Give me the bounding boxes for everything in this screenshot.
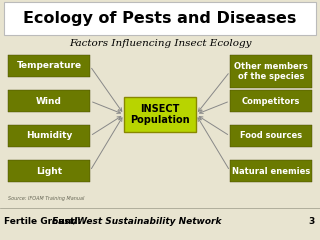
FancyBboxPatch shape — [230, 55, 312, 88]
FancyBboxPatch shape — [8, 55, 90, 77]
FancyBboxPatch shape — [230, 160, 312, 182]
Text: Ecology of Pests and Diseases: Ecology of Pests and Diseases — [23, 11, 297, 26]
Text: Food sources: Food sources — [240, 132, 302, 140]
Text: Other members
of the species: Other members of the species — [234, 62, 308, 81]
Text: Wind: Wind — [36, 96, 62, 106]
Text: INSECT
Population: INSECT Population — [130, 104, 190, 125]
Text: Factors Influencing Insect Ecology: Factors Influencing Insect Ecology — [69, 40, 251, 48]
FancyBboxPatch shape — [230, 90, 312, 112]
Text: 3: 3 — [309, 216, 315, 226]
FancyBboxPatch shape — [8, 125, 90, 147]
FancyBboxPatch shape — [8, 160, 90, 182]
Text: Humidity: Humidity — [26, 132, 72, 140]
FancyBboxPatch shape — [230, 125, 312, 147]
FancyBboxPatch shape — [8, 90, 90, 112]
Text: East/West Sustainability Network: East/West Sustainability Network — [52, 216, 221, 226]
Text: Light: Light — [36, 167, 62, 175]
Text: Source: IFOAM Training Manual: Source: IFOAM Training Manual — [8, 196, 84, 201]
Text: Temperature: Temperature — [16, 61, 82, 71]
Text: Competitors: Competitors — [242, 96, 300, 106]
FancyBboxPatch shape — [124, 97, 196, 132]
Text: Natural enemies: Natural enemies — [232, 167, 310, 175]
Text: Fertile Ground:: Fertile Ground: — [4, 216, 84, 226]
FancyBboxPatch shape — [4, 2, 316, 35]
